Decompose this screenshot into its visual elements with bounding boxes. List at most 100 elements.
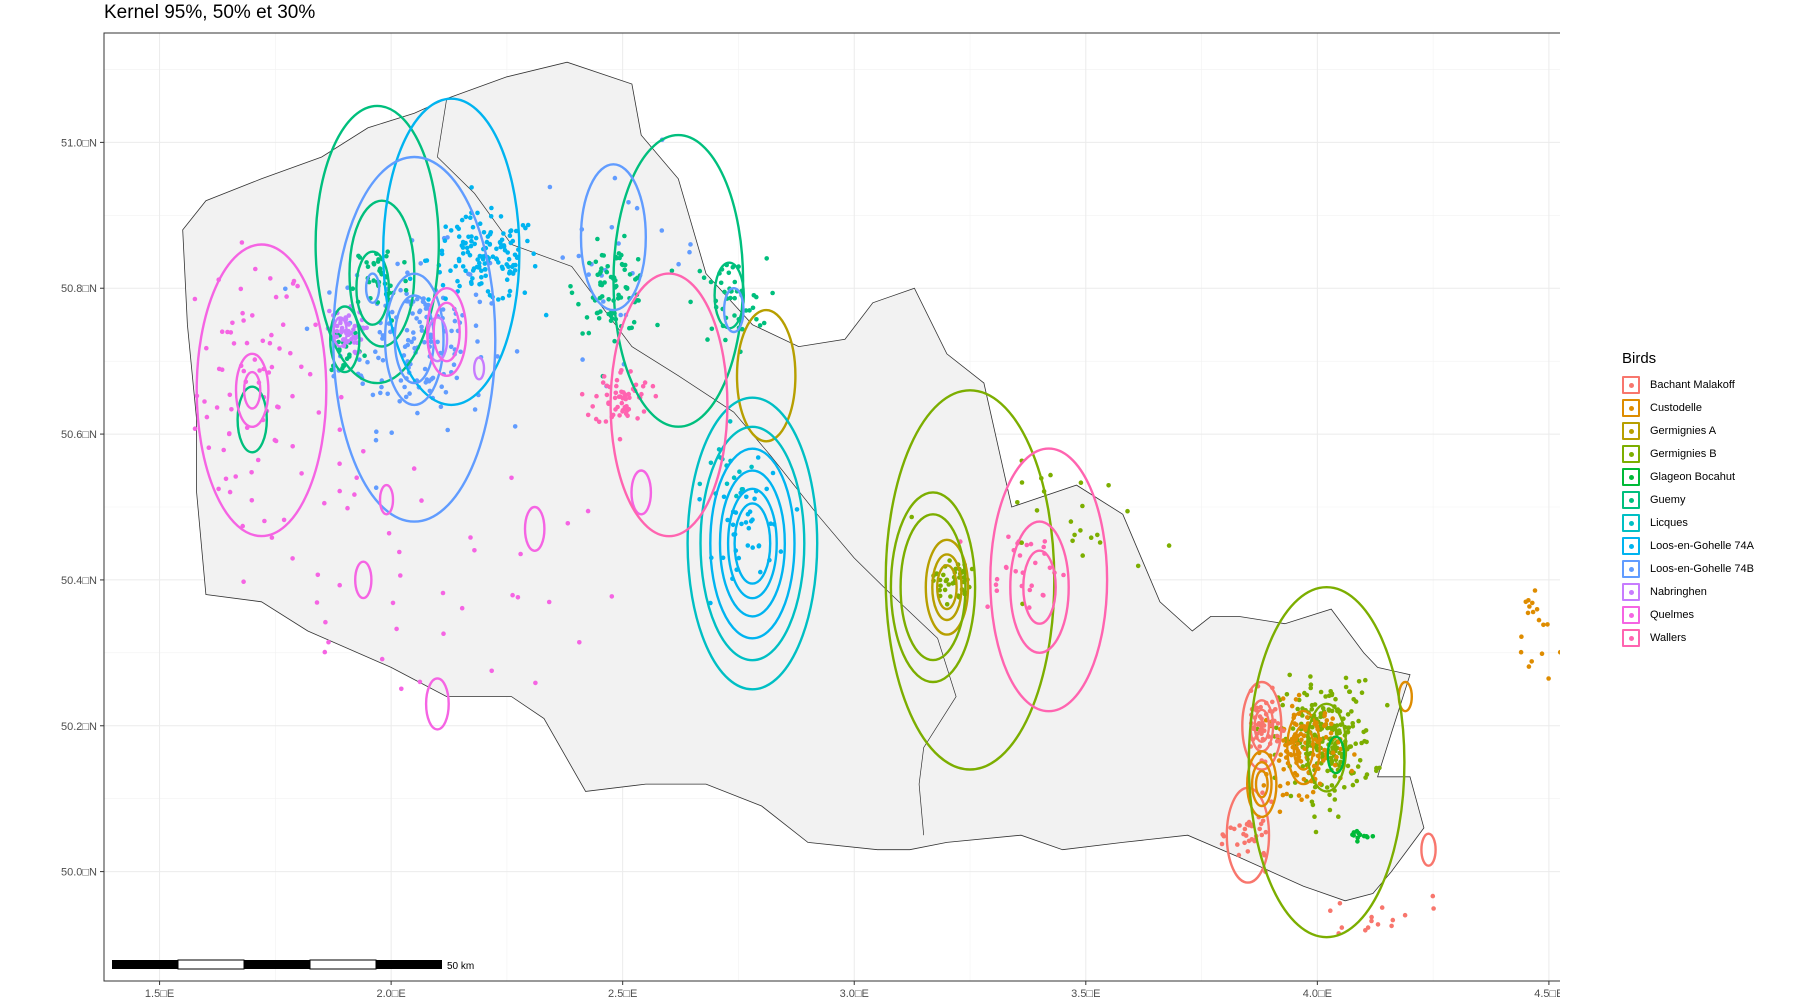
gps-point: [362, 353, 367, 359]
gps-point: [241, 368, 247, 374]
kernel-contour: [718, 469, 787, 618]
gps-point: [1430, 893, 1436, 899]
gps-point: [512, 424, 518, 429]
gps-point: [708, 460, 714, 466]
gps-point: [403, 278, 408, 284]
gps-point: [407, 391, 412, 396]
gps-point: [1361, 833, 1367, 839]
gps-point: [1317, 781, 1323, 787]
kernel-contour: [924, 538, 970, 636]
gps-point: [459, 243, 465, 248]
kernel-contour: [236, 385, 268, 454]
gps-point: [399, 686, 404, 692]
gps-point: [737, 469, 742, 475]
x-tick-label: 3.5□E: [1071, 988, 1100, 1000]
scale-segment-2: [177, 959, 245, 970]
gps-point: [477, 299, 483, 305]
gps-point: [457, 283, 462, 289]
gps-point: [327, 308, 332, 314]
gps-point: [510, 271, 516, 276]
gps-point: [354, 475, 360, 481]
department-border: [437, 98, 957, 836]
gps-point: [489, 205, 494, 211]
kernel-contour: [364, 272, 381, 305]
gps-point: [313, 322, 318, 328]
gps-point: [688, 299, 693, 305]
gps-point: [455, 278, 460, 284]
gps-point: [269, 535, 275, 540]
gps-point: [415, 410, 420, 416]
gps-point: [364, 260, 369, 265]
gps-point: [378, 270, 384, 275]
gps-point: [373, 437, 379, 443]
legend-key-icon: [1622, 375, 1640, 394]
gps-point: [1080, 503, 1085, 509]
gps-point: [449, 328, 454, 334]
gps-point: [326, 639, 331, 645]
legend-title: Birds: [1622, 350, 1657, 367]
gps-point: [1078, 480, 1084, 486]
legend-key-icon: [1622, 444, 1640, 463]
gps-point: [374, 429, 379, 435]
y-tick-label: 51.0□N: [61, 137, 97, 149]
gps-point: [276, 405, 281, 410]
gps-point: [229, 407, 234, 412]
gps-point: [1274, 725, 1279, 731]
gps-point: [724, 481, 730, 487]
gps-point: [496, 260, 501, 265]
gps-point: [1294, 722, 1299, 727]
gps-point: [440, 282, 446, 288]
gps-point: [599, 266, 604, 271]
gps-point: [1273, 707, 1278, 712]
gps-point: [1257, 826, 1262, 832]
gps-point: [216, 366, 222, 372]
gps-point: [1526, 598, 1531, 603]
gps-point: [377, 329, 383, 335]
gps-point: [204, 345, 209, 351]
gps-point: [1280, 702, 1285, 708]
gps-point: [1369, 914, 1374, 920]
legend-item: Guemy: [1622, 488, 1802, 511]
gps-point: [473, 292, 479, 298]
gps-point: [585, 508, 591, 514]
gps-point: [253, 266, 258, 272]
gps-point: [364, 325, 370, 331]
gps-point: [1431, 906, 1436, 911]
gps-point: [1534, 607, 1540, 612]
gps-point: [272, 437, 278, 443]
gps-point: [709, 326, 715, 332]
gps-point: [386, 531, 392, 536]
gps-point: [586, 330, 592, 336]
gps-point: [1339, 751, 1344, 757]
gps-point: [525, 222, 531, 228]
gps-point: [599, 282, 605, 288]
legend: Birds Bachant Malakoff Custodelle Germigni…: [1622, 350, 1802, 649]
gps-point: [613, 390, 619, 396]
gps-point: [1289, 752, 1294, 758]
gps-point: [1310, 724, 1315, 730]
gps-point: [650, 383, 656, 389]
gps-point: [1349, 709, 1354, 714]
gps-point: [603, 419, 609, 424]
gps-point: [1355, 839, 1360, 844]
gps-point: [460, 239, 466, 245]
gps-point: [371, 262, 377, 267]
gps-point: [468, 215, 473, 220]
legend-key-icon: [1622, 513, 1640, 532]
gps-point: [1546, 676, 1551, 681]
kernel-contour: [1246, 750, 1278, 819]
scale-segment-1: [112, 960, 178, 969]
kernel-contour: [332, 155, 497, 523]
gps-point: [482, 261, 488, 266]
kernel-contour: [383, 272, 445, 407]
gps-point: [985, 604, 990, 609]
gps-point: [747, 308, 752, 313]
gps-point: [739, 521, 744, 527]
gps-point: [350, 286, 356, 292]
gps-point: [506, 264, 511, 270]
scale-segment-5: [376, 960, 442, 969]
legend-item: Glageon Bocahut: [1622, 465, 1802, 488]
gps-point: [942, 587, 948, 593]
gps-point: [1259, 832, 1265, 838]
gps-point: [1347, 689, 1353, 694]
